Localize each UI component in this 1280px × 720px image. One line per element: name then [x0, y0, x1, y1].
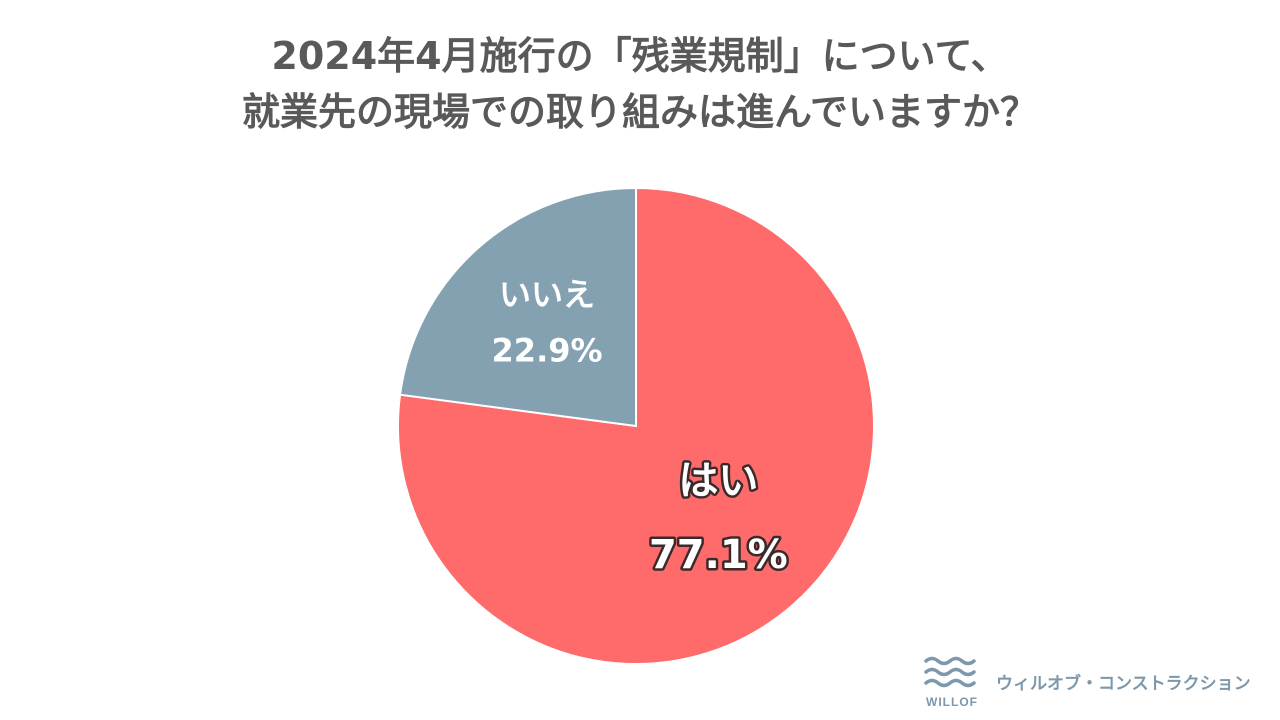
slice-label-0: はい — [678, 458, 758, 504]
slice-value-0: 77.1% — [649, 532, 788, 578]
company-logo: WILLOF ウィルオブ・コンストラクション — [922, 655, 1252, 711]
title-line-2: 就業先の現場での取り組みは進んでいますか？ — [241, 90, 1039, 134]
slice-value-1: 22.9% — [492, 331, 603, 369]
logo-wordmark: WILLOF — [926, 695, 978, 709]
chart-title: 2024年4月施行の「残業規制」について、 就業先の現場での取り組みは進んでいま… — [0, 28, 1280, 140]
company-name: ウィルオブ・コンストラクション — [996, 674, 1251, 694]
title-line-1: 2024年4月施行の「残業規制」について、 — [271, 34, 1009, 78]
slice-label-1: いいえ — [499, 275, 595, 313]
waves-logo-icon — [924, 656, 976, 688]
pie-slice-1 — [398, 186, 637, 428]
